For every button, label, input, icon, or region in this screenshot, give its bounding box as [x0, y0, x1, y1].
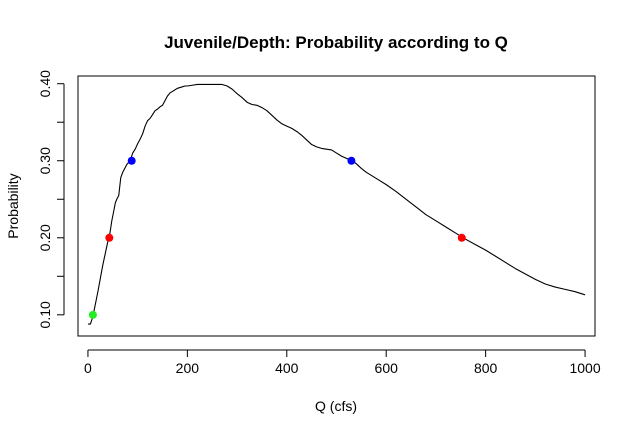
y-tick-label: 0.10 — [37, 301, 53, 328]
data-point — [347, 156, 356, 165]
plot-area-frame — [77, 75, 596, 337]
y-axis-label: Probability — [5, 173, 21, 238]
x-tick-label: 0 — [84, 360, 92, 376]
data-point — [88, 310, 97, 319]
y-tick-label: 0.40 — [37, 70, 53, 97]
y-axis: 0.10 0.20 0.30 0.40 — [37, 70, 65, 328]
chart-title: Juvenile/Depth: Probability according to… — [164, 33, 508, 52]
x-tick-label: 200 — [176, 360, 200, 376]
points-group — [88, 156, 466, 319]
data-point — [105, 233, 114, 242]
x-tick-label: 600 — [375, 360, 399, 376]
x-tick-label: 800 — [474, 360, 498, 376]
x-tick-label: 1000 — [569, 360, 600, 376]
x-tick-label: 400 — [275, 360, 299, 376]
y-tick-label: 0.20 — [37, 224, 53, 251]
y-tick-label: 0.30 — [37, 147, 53, 174]
x-axis-label: Q (cfs) — [315, 398, 357, 414]
x-axis: 0 200 400 600 800 1000 — [84, 349, 601, 376]
data-point — [127, 156, 136, 165]
data-point — [457, 233, 466, 242]
